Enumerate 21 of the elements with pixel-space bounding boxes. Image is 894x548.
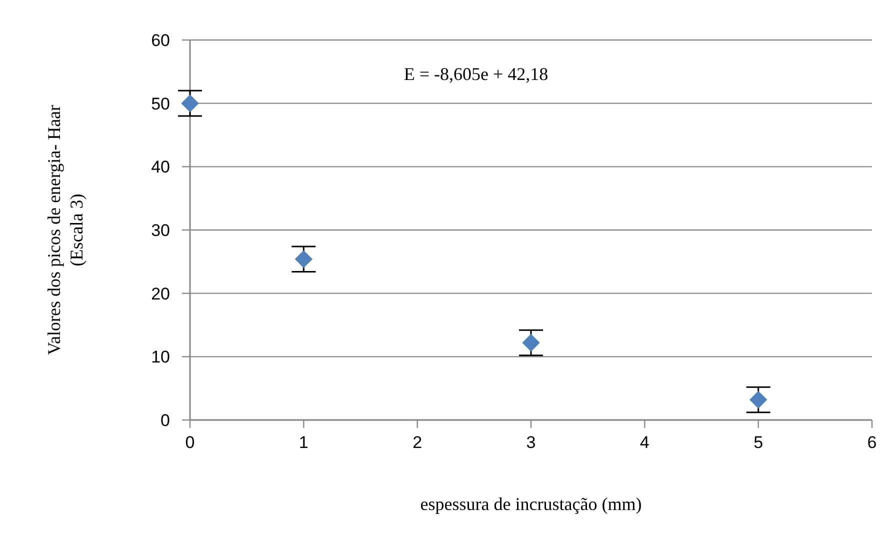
annotation: E = -8,605e + 42,18 xyxy=(404,64,548,84)
point xyxy=(522,334,540,352)
x-tick-label: 6 xyxy=(867,433,877,452)
x-tick-label: 5 xyxy=(754,433,764,452)
y-tick-label: 60 xyxy=(151,30,170,50)
x-tick-label: 3 xyxy=(526,433,536,452)
x-tick-label: 2 xyxy=(412,433,422,452)
y-tick-label: 30 xyxy=(151,220,170,240)
point xyxy=(749,390,768,409)
point xyxy=(181,94,199,112)
y-tick-label: 10 xyxy=(151,348,170,367)
y-tick-label: 40 xyxy=(151,158,170,177)
point xyxy=(294,250,313,268)
y-tick-label: 0 xyxy=(160,410,170,430)
x-tick-label: 1 xyxy=(298,433,308,452)
y-tick-label: 20 xyxy=(151,284,170,304)
x-tick-label: 4 xyxy=(640,433,650,452)
y-tick-label: 50 xyxy=(151,94,170,114)
x-axis-title: espessura de incrustação (mm) xyxy=(420,494,642,514)
x-tick-label: 0 xyxy=(185,433,195,452)
y-axis-title: Valores dos picos de energia- Haar (Escala 3) xyxy=(44,104,86,356)
